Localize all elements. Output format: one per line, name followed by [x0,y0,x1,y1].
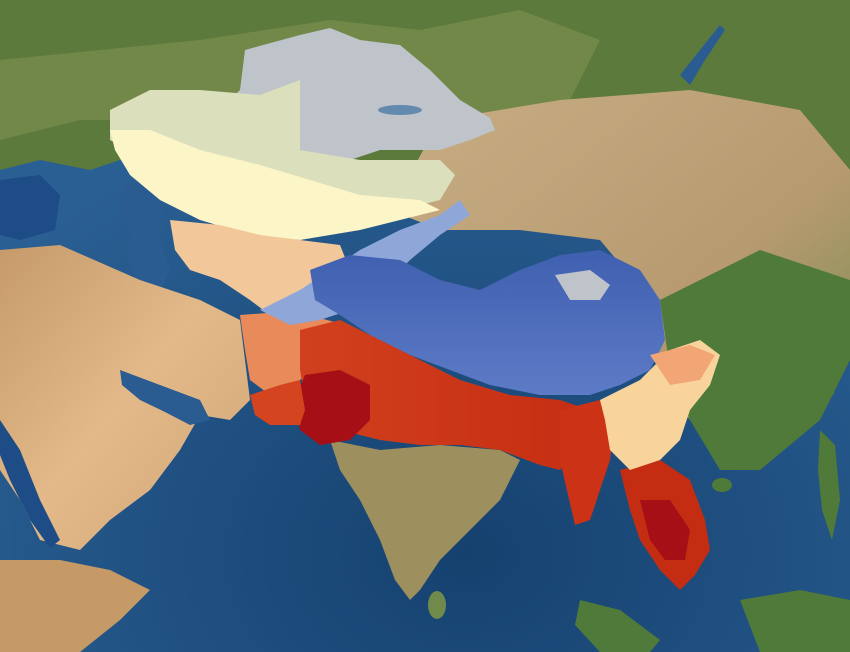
black-sea [0,175,60,240]
land-taiwan [826,360,835,395]
lake-baikal [680,25,725,85]
choropleth-overlay [110,28,720,590]
red-sea [0,420,60,548]
land-sri-lanka [428,591,446,619]
overlay-class-1 [295,370,370,445]
overlay-class-2-myanmar [560,400,615,525]
overlay-class-3 [250,380,305,425]
land-africa [0,560,150,652]
land-south-china [660,250,850,470]
overlay-class-7 [110,80,455,210]
land-philippines [818,430,840,540]
land-arabia [0,245,250,550]
caspian-sea [118,178,170,292]
lake-balkhash [378,105,422,115]
overlay-class-2 [300,320,600,470]
overlay-class-6 [110,130,440,240]
overlay-class-1-indochina [640,500,690,560]
persian-gulf [120,370,210,425]
overlay-class-8-tibet [555,270,610,300]
land-sumatra [575,600,660,652]
overlay-class-4-yunnan [650,345,715,385]
land-hainan [712,478,732,492]
land-borneo [740,590,850,652]
land-india [330,440,520,600]
